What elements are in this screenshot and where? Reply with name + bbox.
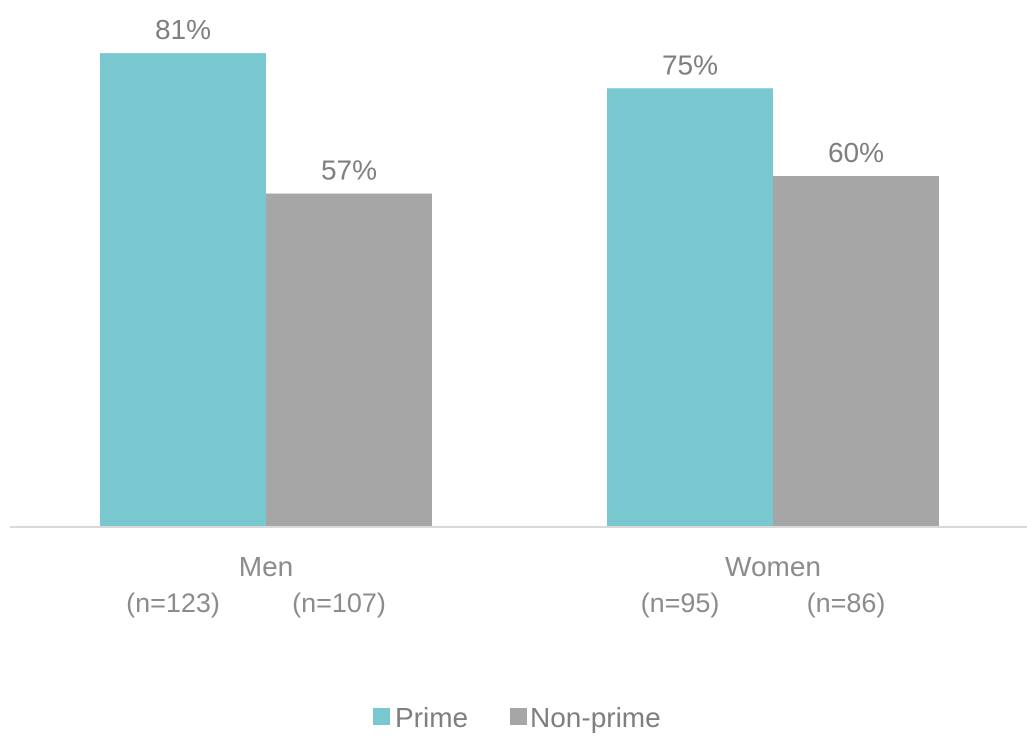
data-label-women-non-prime: 60% <box>828 137 884 168</box>
bars-layer <box>100 53 939 528</box>
legend: Prime Non-prime <box>373 702 661 733</box>
sample-size-men-non-prime: (n=107) <box>292 588 386 618</box>
sample-size-women-prime: (n=95) <box>641 588 720 618</box>
legend-label-prime: Prime <box>395 702 468 733</box>
legend-label-nonprime: Non-prime <box>530 702 661 733</box>
bar-women-non-prime <box>773 176 939 527</box>
legend-swatch-prime <box>373 708 390 725</box>
sample-size-women-non-prime: (n=86) <box>807 588 886 618</box>
data-label-men-non-prime: 57% <box>321 155 377 186</box>
category-label-men: Men <box>239 551 293 582</box>
sample-size-men-prime: (n=123) <box>126 588 220 618</box>
legend-swatch-nonprime <box>510 708 527 725</box>
labels-layer: 81% (n=123) 57% (n=107) Men 75% (n=95) 60% (n=86… <box>126 14 885 618</box>
bar-men-non-prime <box>266 193 432 528</box>
bar-women-prime <box>607 88 773 527</box>
bar-men-prime <box>100 53 266 528</box>
data-label-men-prime: 81% <box>155 14 211 45</box>
category-label-women: Women <box>725 551 821 582</box>
data-label-women-prime: 75% <box>662 49 718 80</box>
